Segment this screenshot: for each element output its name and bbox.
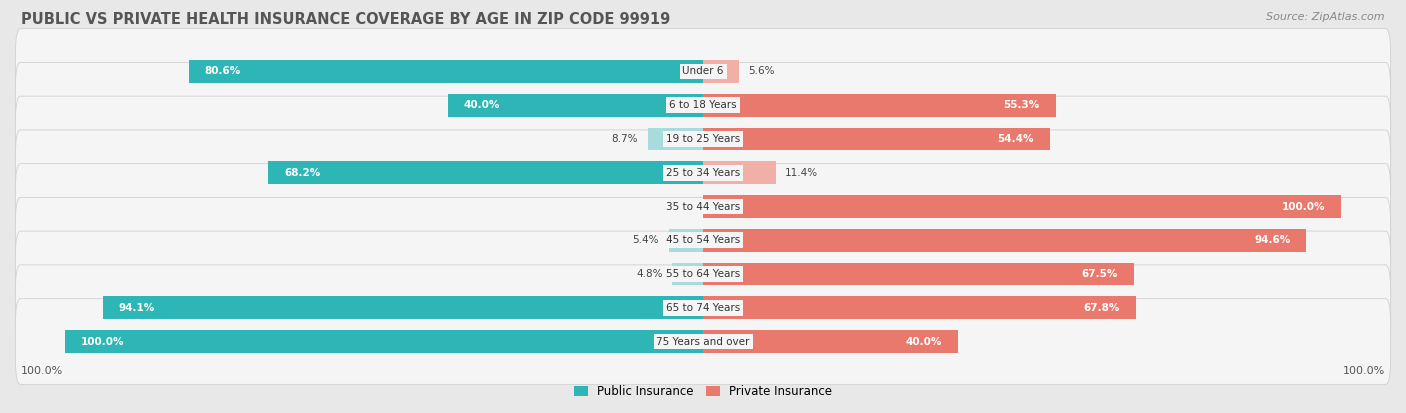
Text: 45 to 54 Years: 45 to 54 Years	[666, 235, 740, 245]
Text: 94.6%: 94.6%	[1254, 235, 1291, 245]
Bar	[672, 263, 703, 285]
FancyBboxPatch shape	[15, 299, 1391, 385]
Text: 5.4%: 5.4%	[633, 235, 659, 245]
FancyBboxPatch shape	[15, 62, 1391, 148]
Text: 5.6%: 5.6%	[748, 66, 775, 76]
Text: 8.7%: 8.7%	[612, 134, 638, 144]
FancyBboxPatch shape	[15, 265, 1391, 351]
Text: 35 to 44 Years: 35 to 44 Years	[666, 202, 740, 211]
Text: Source: ZipAtlas.com: Source: ZipAtlas.com	[1267, 12, 1385, 22]
FancyBboxPatch shape	[15, 130, 1391, 216]
Text: 11.4%: 11.4%	[786, 168, 818, 178]
Bar	[188, 60, 703, 83]
Text: 67.8%: 67.8%	[1083, 303, 1119, 313]
Bar	[103, 296, 703, 319]
Text: 100.0%: 100.0%	[82, 337, 125, 347]
Bar	[449, 94, 703, 117]
FancyBboxPatch shape	[15, 231, 1391, 317]
Text: 68.2%: 68.2%	[284, 168, 321, 178]
Text: 80.6%: 80.6%	[205, 66, 240, 76]
Bar	[703, 128, 1050, 150]
FancyBboxPatch shape	[15, 28, 1391, 114]
Bar	[269, 161, 703, 184]
Text: 19 to 25 Years: 19 to 25 Years	[666, 134, 740, 144]
Text: 40.0%: 40.0%	[464, 100, 501, 110]
Bar	[703, 161, 776, 184]
Bar	[703, 60, 738, 83]
Bar	[703, 229, 1306, 252]
Text: 100.0%: 100.0%	[1343, 366, 1385, 376]
Text: 100.0%: 100.0%	[1281, 202, 1324, 211]
Bar	[669, 229, 703, 252]
Text: 55.3%: 55.3%	[1004, 100, 1040, 110]
Text: 100.0%: 100.0%	[21, 366, 63, 376]
Text: 67.5%: 67.5%	[1081, 269, 1118, 279]
Text: 4.8%: 4.8%	[637, 269, 662, 279]
Text: 75 Years and over: 75 Years and over	[657, 337, 749, 347]
Text: Under 6: Under 6	[682, 66, 724, 76]
Text: 94.1%: 94.1%	[118, 303, 155, 313]
Legend: Public Insurance, Private Insurance: Public Insurance, Private Insurance	[569, 380, 837, 403]
FancyBboxPatch shape	[15, 164, 1391, 249]
Text: 65 to 74 Years: 65 to 74 Years	[666, 303, 740, 313]
Text: 55 to 64 Years: 55 to 64 Years	[666, 269, 740, 279]
Text: 0.0%: 0.0%	[668, 202, 693, 211]
Bar	[648, 128, 703, 150]
Text: 25 to 34 Years: 25 to 34 Years	[666, 168, 740, 178]
Bar	[703, 263, 1133, 285]
Text: PUBLIC VS PRIVATE HEALTH INSURANCE COVERAGE BY AGE IN ZIP CODE 99919: PUBLIC VS PRIVATE HEALTH INSURANCE COVER…	[21, 12, 671, 27]
Bar	[703, 330, 957, 353]
Bar	[703, 94, 1056, 117]
Text: 6 to 18 Years: 6 to 18 Years	[669, 100, 737, 110]
Bar	[703, 296, 1136, 319]
Text: 54.4%: 54.4%	[998, 134, 1033, 144]
FancyBboxPatch shape	[15, 197, 1391, 283]
Text: 40.0%: 40.0%	[905, 337, 942, 347]
Bar	[703, 195, 1341, 218]
FancyBboxPatch shape	[15, 96, 1391, 182]
Bar	[65, 330, 703, 353]
